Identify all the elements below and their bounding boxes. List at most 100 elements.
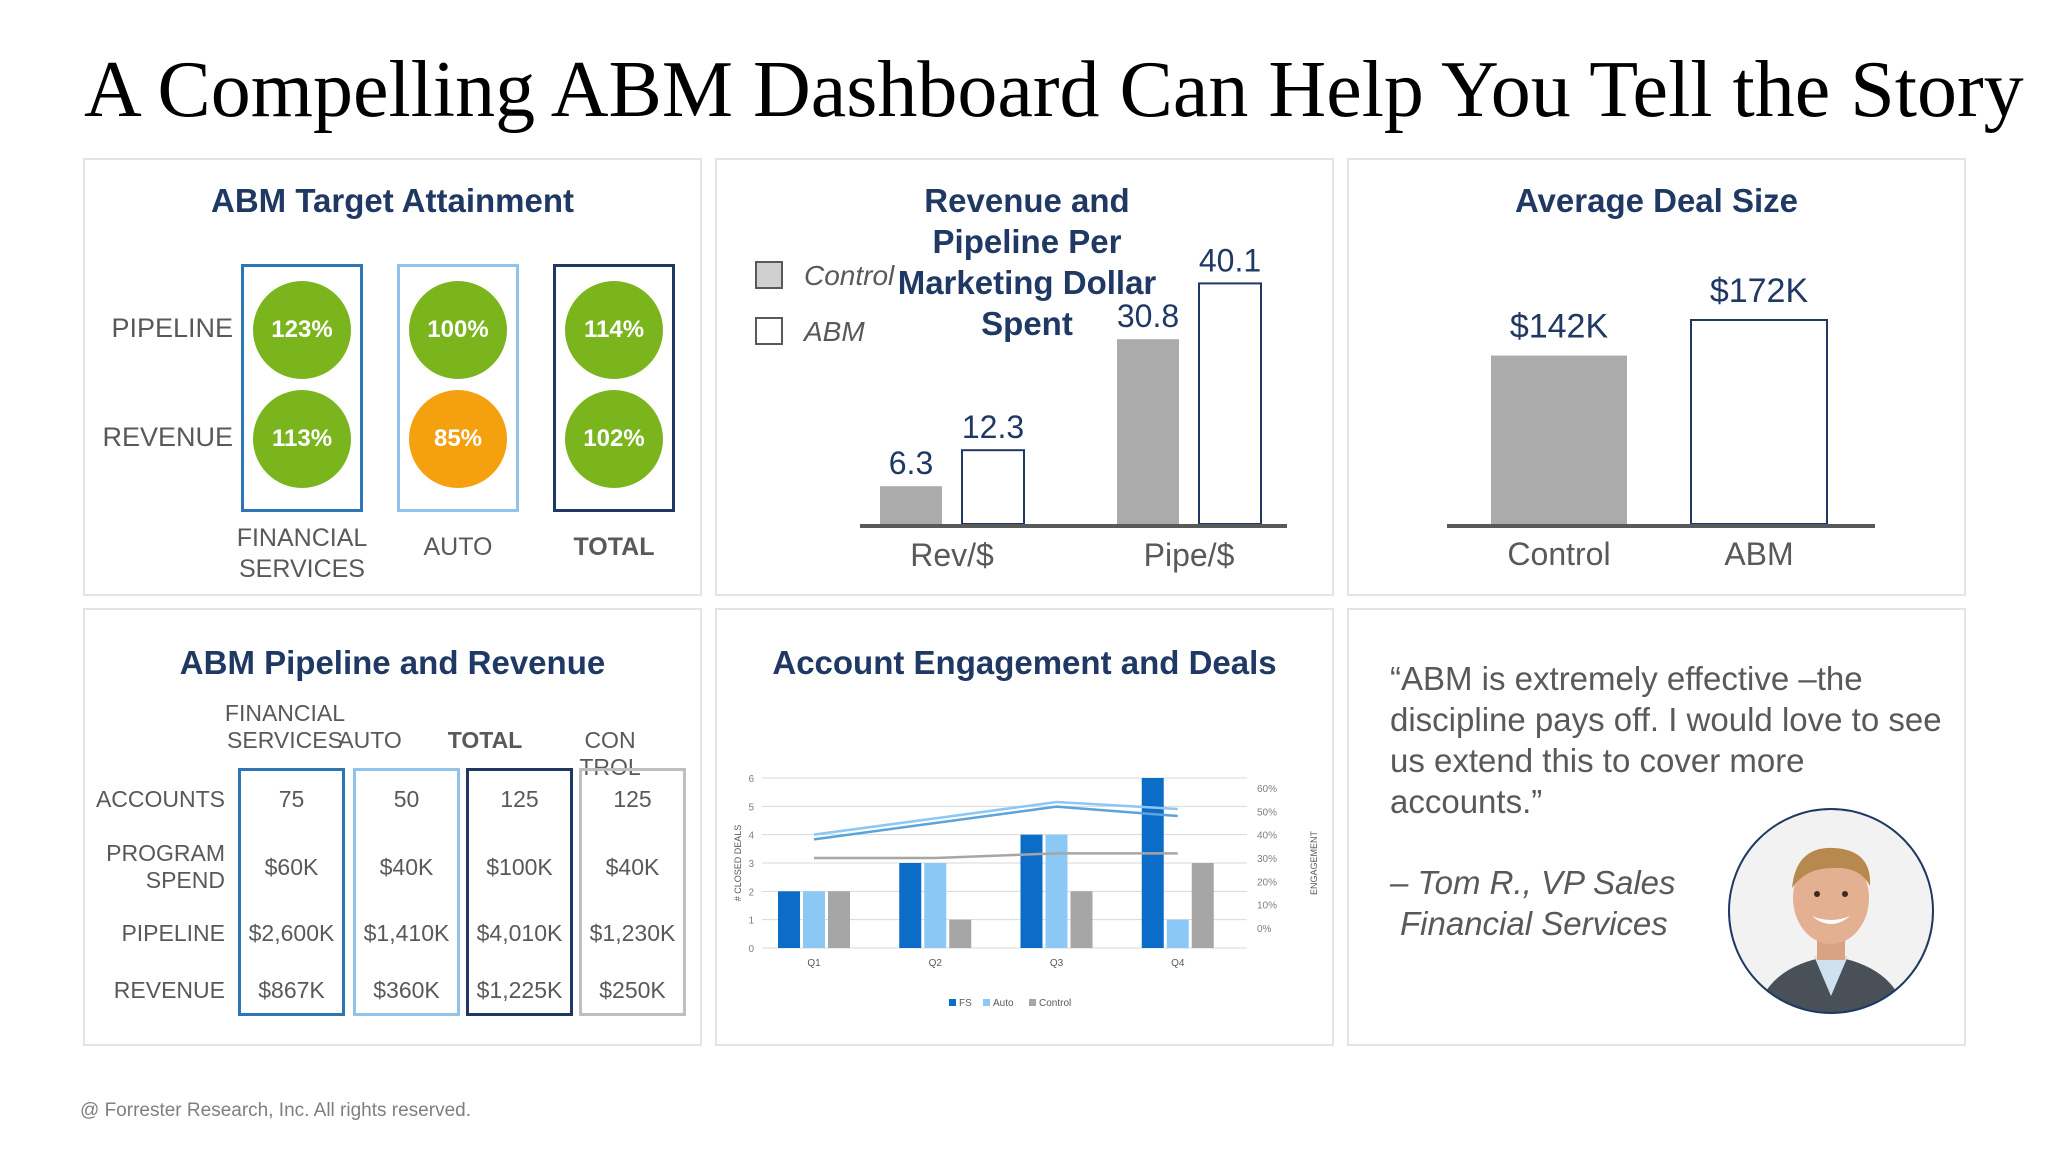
bar-control-q4 (1191, 863, 1214, 948)
bar-control-0 (880, 486, 942, 524)
bar-control-q1 (828, 891, 850, 948)
revenue-pipeline-panel: Revenue and Pipeline Per Marketing Dolla… (715, 158, 1334, 596)
total-column-frame (466, 768, 573, 1016)
total-column-frame (553, 264, 675, 512)
y2-tick-label: 30% (1257, 854, 1277, 865)
bar-control-q2 (949, 919, 972, 948)
x-tick-label: Rev/$ (910, 537, 994, 573)
row-label-pipeline: PIPELINE (121, 920, 225, 946)
table-cell: $1,410K (363, 920, 450, 946)
fs-column-label: FINANCIAL SERVICES (236, 524, 368, 583)
bar-control-q3 (1070, 891, 1093, 948)
x-tick-label: Q3 (1050, 958, 1064, 969)
legend-label-control: Control (1039, 998, 1071, 1009)
data-label: 12.3 (962, 409, 1024, 445)
x-tick-label: Q2 (929, 958, 943, 969)
bar-fs-q4 (1141, 778, 1164, 948)
engagement-line-1 (813, 800, 1178, 836)
y-tick-label: 1 (748, 916, 754, 927)
fs-column-frame (238, 768, 345, 1016)
table-cell: $40K (379, 854, 434, 880)
attribution-name: – Tom R., VP Sales (1390, 864, 1676, 901)
header-financial-services: FINANCIAL SERVICES (224, 700, 346, 753)
legend-swatch-control (755, 261, 783, 289)
footer-copyright: @ Forrester Research, Inc. All rights re… (80, 1100, 471, 1121)
panel-title: ABM Target Attainment (211, 182, 574, 219)
y-axis-label: # CLOSED DEALS (733, 825, 743, 902)
data-label: $172K (1710, 272, 1809, 310)
row-label-revenue: REVENUE (102, 422, 233, 452)
data-label: $142K (1510, 308, 1609, 346)
legend-swatch-fs (949, 999, 956, 1006)
row-label-pipeline: PIPELINE (111, 313, 233, 343)
bar-control (1491, 355, 1627, 524)
x-tick-label: Pipe/$ (1144, 537, 1235, 573)
bar-auto-q3 (1045, 834, 1068, 948)
total-pipeline-circle: 114% (565, 281, 663, 379)
bar-fs-q1 (778, 891, 800, 948)
bar-fs-q2 (899, 863, 922, 948)
table-cell: 125 (500, 786, 539, 812)
total-column-label: TOTAL (573, 533, 655, 561)
header-total: TOTAL (447, 727, 523, 753)
x-tick-label: ABM (1724, 536, 1793, 572)
row-label-program-spend: PROGRAM SPEND (106, 840, 225, 893)
slide-title: A Compelling ABM Dashboard Can Help You … (84, 46, 2024, 134)
y-tick-label: 0 (748, 944, 754, 955)
y2-tick-label: 60% (1257, 784, 1277, 795)
engagement-line-2 (814, 852, 1178, 860)
data-label: 30.8 (1117, 298, 1179, 334)
legend-label-fs: FS (959, 998, 972, 1009)
data-label: 6.3 (889, 445, 933, 481)
panel-title: Account Engagement and Deals (772, 644, 1277, 681)
bar-abm-1 (1198, 282, 1262, 526)
testimonial-attribution: – Tom R., VP Sales Financial Services (1390, 862, 1676, 944)
engagement-panel: Account Engagement and Deals 0 1 2 3 4 5 6 0% 10… (715, 608, 1334, 1046)
panel-title: Average Deal Size (1514, 182, 1799, 219)
panel-title: ABM Pipeline and Revenue (179, 644, 606, 681)
legend-label-control: Control (804, 260, 895, 291)
y2-tick-label: 20% (1257, 877, 1277, 888)
row-label-revenue: REVENUE (113, 977, 225, 1003)
y-tick-label: 4 (748, 831, 754, 842)
y2-tick-label: 0% (1257, 924, 1272, 935)
table-cell: $2,600K (248, 920, 335, 946)
table-cell: $1,225K (476, 977, 563, 1003)
auto-revenue-circle: 85% (409, 390, 507, 488)
target-attainment-panel: ABM Target Attainment PIPELINE REVENUE 1… (83, 158, 702, 596)
y-tick-label: 6 (748, 774, 754, 785)
y-tick-label: 5 (748, 802, 754, 813)
y-tick-label: 2 (748, 887, 754, 898)
table-cell: $4,010K (476, 920, 563, 946)
table-cell: 75 (278, 786, 305, 812)
bar-fs-q3 (1020, 834, 1043, 948)
y2-tick-label: 10% (1257, 901, 1277, 912)
revenue-pipeline-chart: Control ABM 6.3 12.3 Rev/$ 30.8 40.1 Pipe/$ (755, 242, 1287, 573)
fs-revenue-circle: 113% (253, 390, 351, 488)
control-column-frame (579, 768, 686, 1016)
fs-column-frame (241, 264, 363, 512)
table-cell: $867K (258, 977, 325, 1003)
attribution-title: Financial Services (1400, 905, 1668, 942)
table-cell: $100K (486, 854, 553, 880)
auto-column-frame (397, 264, 519, 512)
legend-swatch-auto (983, 999, 990, 1006)
deal-size-chart: $142K Control $172K ABM (1447, 272, 1875, 572)
deal-size-panel: Average Deal Size $142K Control $172K ABM (1347, 158, 1966, 596)
pipeline-revenue-panel: ABM Pipeline and Revenue FINANCIAL SERVI… (83, 608, 702, 1046)
auto-column-label: AUTO (423, 533, 493, 561)
bar-auto-q1 (803, 891, 825, 948)
bar-abm (1690, 319, 1828, 525)
x-tick-label: Q1 (807, 958, 821, 969)
table-cell: $360K (373, 977, 440, 1003)
bar-abm-0 (961, 449, 1025, 526)
y2-tick-label: 40% (1257, 831, 1277, 842)
y2-tick-label: 50% (1257, 807, 1277, 818)
header-auto: AUTO (338, 727, 402, 753)
legend-label-auto: Auto (993, 998, 1014, 1009)
table-cell: $40K (605, 854, 660, 880)
x-tick-label: Q4 (1171, 958, 1185, 969)
table-cell: $1,230K (589, 920, 676, 946)
total-revenue-circle: 102% (565, 390, 663, 488)
